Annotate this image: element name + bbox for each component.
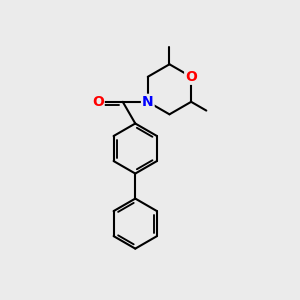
Text: N: N: [142, 95, 154, 109]
Text: O: O: [92, 95, 104, 109]
Text: O: O: [185, 70, 197, 84]
